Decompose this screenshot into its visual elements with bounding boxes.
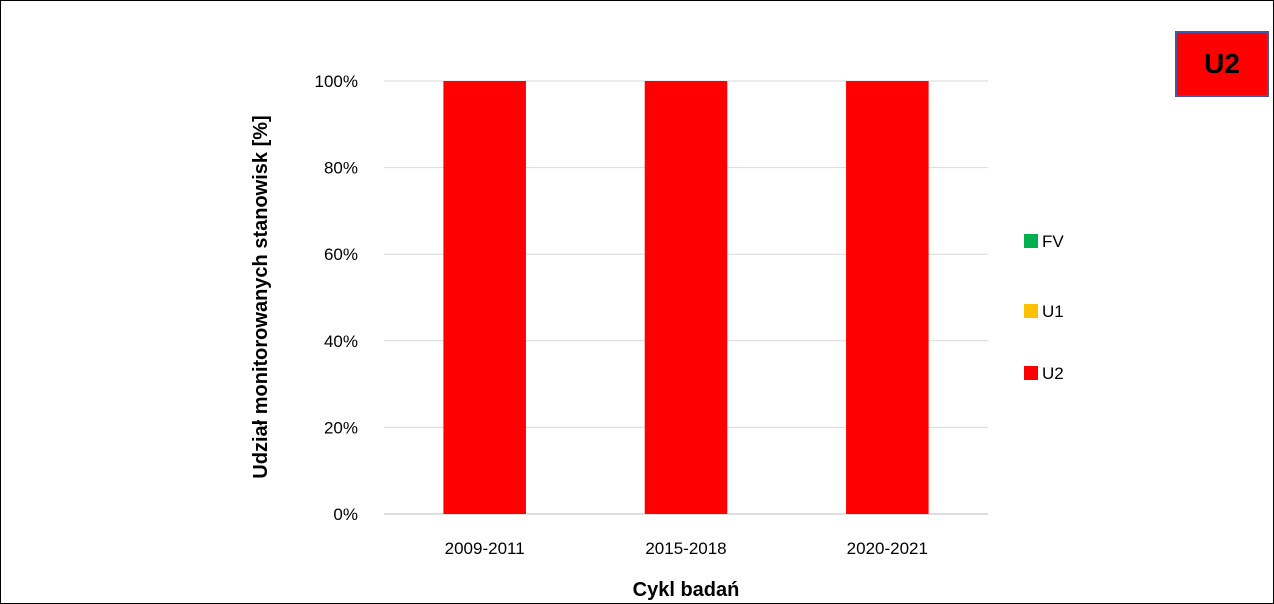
y-tick-label: 20% xyxy=(324,418,358,437)
status-badge: U2 xyxy=(1175,31,1269,97)
bar-u2 xyxy=(443,81,526,514)
y-tick-label: 60% xyxy=(324,245,358,264)
legend: FV U1 U2 xyxy=(1024,232,1064,383)
x-tick-label: 2015-2018 xyxy=(645,539,726,558)
status-badge-label: U2 xyxy=(1204,48,1240,79)
legend-label-u2: U2 xyxy=(1042,364,1064,383)
x-tick-label: 2020-2021 xyxy=(847,539,928,558)
legend-swatch-fv xyxy=(1024,234,1038,248)
bar-u2 xyxy=(644,81,728,514)
bar-u2 xyxy=(846,81,929,514)
bars xyxy=(443,81,929,514)
legend-swatch-u2 xyxy=(1024,366,1038,380)
x-tick-label: 2009-2011 xyxy=(445,539,525,558)
y-axis-ticks: 0% 20% 40% 60% 80% 100% xyxy=(315,72,358,524)
y-axis-title: Udział monitorowanych stanowisk [%] xyxy=(250,115,272,478)
y-tick-label: 40% xyxy=(324,332,358,351)
y-tick-label: 100% xyxy=(315,72,358,91)
legend-label-u1: U1 xyxy=(1042,302,1064,321)
legend-swatch-u1 xyxy=(1024,304,1038,318)
x-axis-title: Cykl badań xyxy=(633,579,740,601)
x-axis-ticks: 2009-2011 2015-2018 2020-2021 xyxy=(445,539,928,558)
legend-label-fv: FV xyxy=(1042,232,1064,251)
y-tick-label: 80% xyxy=(324,159,358,178)
y-tick-label: 0% xyxy=(333,505,358,524)
